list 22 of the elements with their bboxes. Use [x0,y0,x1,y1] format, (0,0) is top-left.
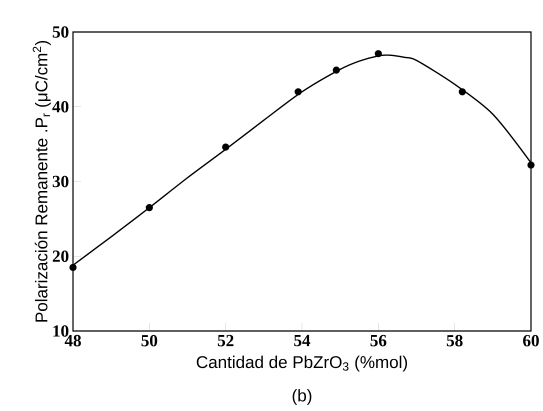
point [332,66,340,74]
x-axis-title: Cantidad de PbZrO$_{3}$ (%mol) [196,356,408,372]
y-tick-label: 20 [52,250,68,262]
point [294,88,302,96]
point [146,204,153,212]
x-tick-label: 56 [370,334,386,346]
y-tick-label: 40 [52,101,68,112]
x-tick-label: 48 [64,334,81,346]
x-tick-label: 50 [142,334,158,346]
x-tick-label: 58 [446,334,463,346]
x-tick-label: 54 [294,334,310,346]
y-tick-label: 30 [52,176,68,188]
y-axis-title: Polarización Remanente .P$_{r}$ (μC/cm$^{2}$) [32,41,51,322]
x-tick-label: 60 [523,334,539,346]
point [374,50,382,58]
point [69,264,77,272]
point [458,88,466,96]
text: (b) [292,389,312,405]
y-tick-label: 50 [52,26,68,38]
y-tick-label: 10 [53,325,68,337]
x-tick-label: 52 [218,334,234,346]
point [222,144,230,151]
